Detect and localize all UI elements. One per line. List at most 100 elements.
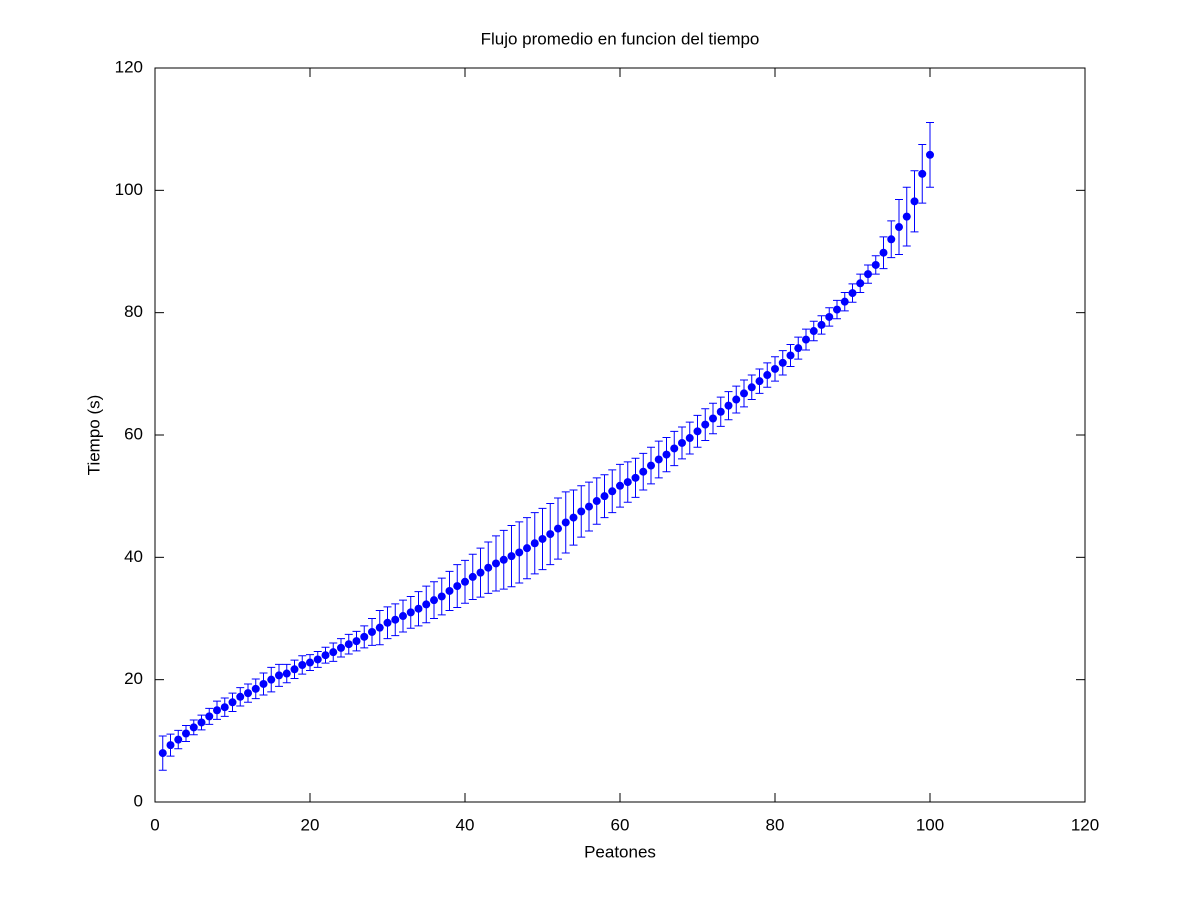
data-point [918, 169, 927, 178]
data-point [724, 401, 733, 410]
data-point [368, 627, 376, 636]
data-point [561, 518, 570, 527]
data-point [747, 383, 756, 392]
data-point [414, 604, 423, 613]
data-point [794, 344, 803, 353]
data-point [298, 660, 307, 669]
x-tick-label: 100 [916, 815, 944, 834]
data-point [313, 655, 322, 664]
x-tick-label: 120 [1071, 815, 1099, 834]
data-point [662, 450, 671, 459]
y-tick-label: 80 [124, 302, 143, 321]
data-point [282, 669, 291, 678]
data-point [337, 643, 345, 652]
data-point [709, 414, 717, 423]
data-point [670, 444, 679, 453]
data-point [259, 679, 268, 688]
data-point [740, 389, 748, 398]
data-point [554, 524, 562, 533]
data-point [189, 723, 198, 732]
data-point [926, 150, 934, 159]
data-point [895, 223, 903, 232]
data-point [453, 582, 462, 591]
data-point [771, 364, 779, 373]
data-point [290, 665, 299, 674]
data-point [375, 623, 384, 632]
chart-title: Flujo promedio en funcion del tiempo [481, 29, 760, 48]
data-point [631, 473, 640, 482]
data-point [678, 438, 686, 447]
data-point [716, 407, 725, 416]
data-point [530, 539, 539, 548]
data-point [383, 618, 392, 627]
data-point [352, 637, 361, 646]
data-point [476, 568, 485, 577]
data-point [182, 729, 190, 738]
data-point [848, 289, 857, 298]
data-point [158, 749, 167, 758]
data-point [430, 596, 438, 605]
data-point [600, 492, 609, 501]
y-tick-label: 0 [134, 791, 143, 810]
data-point [437, 592, 446, 601]
data-point [228, 698, 237, 707]
data-point [197, 718, 206, 727]
data-point [174, 735, 183, 744]
data-point [220, 703, 229, 712]
data-point [492, 559, 500, 568]
data-point [499, 555, 508, 564]
data-point [546, 530, 555, 539]
data-point [701, 420, 710, 429]
data-point [840, 297, 849, 306]
data-point [461, 577, 469, 586]
y-axis-label: Tiempo (s) [84, 395, 103, 476]
data-point [306, 658, 314, 667]
data-point [592, 497, 601, 506]
data-point [755, 377, 764, 386]
x-tick-label: 0 [150, 815, 159, 834]
x-tick-label: 20 [301, 815, 320, 834]
data-point [360, 632, 369, 641]
data-point [406, 608, 415, 617]
data-point [864, 270, 872, 279]
y-tick-label: 100 [115, 180, 143, 199]
data-point [693, 427, 702, 436]
data-point [445, 586, 454, 595]
data-point [391, 615, 400, 624]
data-point [871, 260, 880, 269]
data-point [515, 548, 524, 557]
data-point [484, 563, 493, 572]
data-point [879, 248, 888, 257]
data-point [267, 675, 276, 684]
x-tick-label: 40 [456, 815, 475, 834]
data-point [825, 312, 834, 321]
data-point [251, 684, 260, 693]
y-tick-label: 120 [115, 57, 143, 76]
data-point [817, 320, 826, 329]
data-point [616, 481, 624, 490]
data-point [166, 741, 175, 750]
data-point [887, 235, 896, 244]
data-point [244, 689, 252, 698]
data-point [763, 371, 772, 380]
data-point [569, 513, 578, 522]
data-point [213, 706, 221, 715]
y-tick-label: 60 [124, 424, 143, 443]
data-point [523, 544, 531, 553]
data-point [538, 534, 547, 543]
data-point [344, 640, 353, 649]
data-point [778, 358, 787, 367]
y-tick-label: 20 [124, 669, 143, 688]
x-tick-label: 60 [611, 815, 630, 834]
data-point [205, 712, 214, 721]
x-axis-label: Peatones [584, 842, 656, 861]
data-point [608, 487, 617, 496]
data-point [802, 335, 810, 344]
data-point [399, 612, 407, 621]
data-point [577, 507, 586, 516]
data-point [321, 651, 330, 660]
data-point [647, 461, 655, 470]
data-point [833, 305, 841, 314]
data-point [585, 502, 593, 511]
